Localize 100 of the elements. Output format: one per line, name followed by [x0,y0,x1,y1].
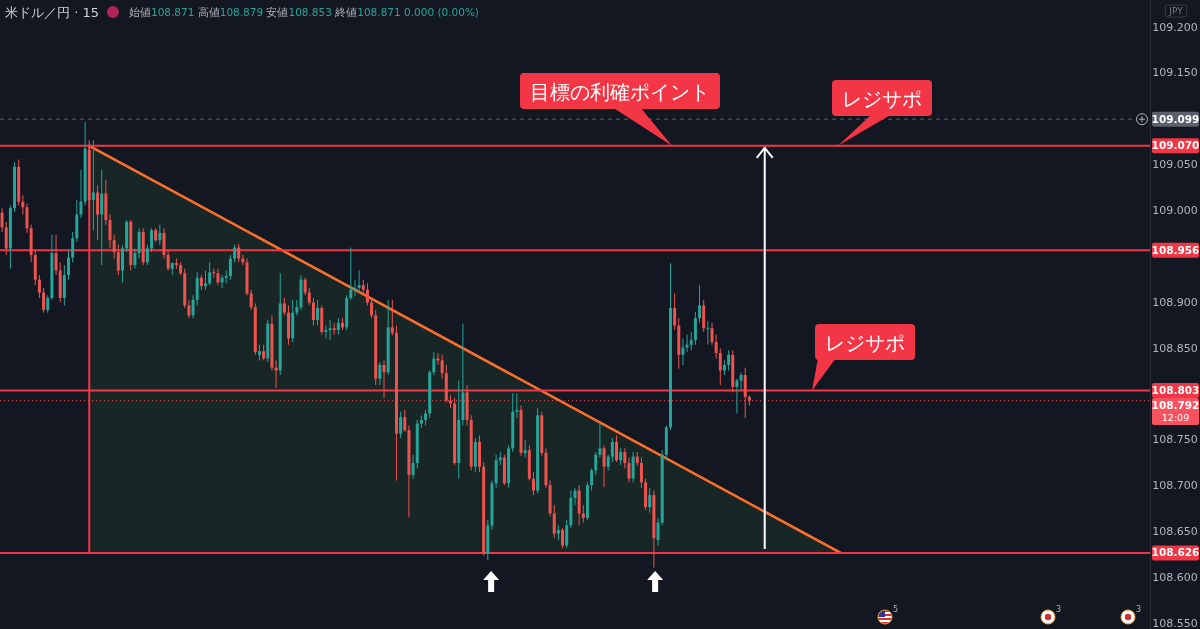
candlestick [150,227,154,253]
candlestick [399,411,403,439]
y-tick-label: 109.150 [1152,66,1198,80]
candlestick [693,311,697,346]
candlestick [133,247,137,270]
y-tick-label: 109.200 [1152,20,1198,34]
annotation: 3 [1056,605,1062,614]
candlestick [91,139,95,231]
candlestick [718,347,722,386]
candlestick [108,214,112,249]
candlestick [714,334,718,360]
candlestick [631,451,635,483]
candlestick [21,194,25,216]
candlestick [382,359,386,399]
candlestick [353,279,357,297]
candlestick [120,244,124,283]
candlestick [378,361,382,386]
candlestick [594,451,598,476]
candlestick [100,169,104,266]
annotation: 5 [893,605,899,614]
candlestick [25,203,29,234]
ref-line-label: 108.792 [1151,399,1200,412]
candlestick [166,249,170,271]
candlestick [515,392,519,419]
candlestick [590,468,594,492]
candlestick [727,349,731,371]
candlestick [685,334,689,353]
candlestick [615,435,619,463]
y-tick-label: 109.050 [1152,158,1198,172]
candlestick [639,457,643,489]
candlestick [610,437,614,463]
candlestick [96,184,100,241]
y-tick-label: 108.550 [1152,616,1198,629]
candlestick [311,297,315,326]
candlestick [62,264,66,306]
candlestick [623,447,627,470]
annotation: レジサポ [842,87,922,111]
candlestick [112,234,116,260]
candlestick [237,243,241,263]
candlestick [739,371,743,392]
candlestick [681,337,685,366]
candlestick [324,325,328,339]
y-tick-label: 109.000 [1152,203,1198,217]
candlestick [565,519,569,549]
candlestick [162,227,166,260]
candlestick [208,261,212,286]
candlestick [357,269,361,293]
candlestick [71,231,75,263]
candlestick [116,244,120,276]
candlestick [145,244,149,266]
candlestick [648,487,652,514]
candlestick [365,282,369,306]
candlestick [440,354,444,380]
candlestick [320,304,324,336]
candlestick [0,207,4,233]
annotation: 3 [1136,605,1142,614]
candlestick [598,423,602,459]
y-tick-label: 108.700 [1152,479,1198,493]
candlestick [370,297,374,319]
candlestick [689,331,693,351]
y-axis-title: JPY [1168,6,1184,16]
candlestick [137,227,141,260]
candlestick [552,504,556,539]
candlestick [316,299,320,326]
y-tick-label: 108.850 [1152,341,1198,355]
candlestick [158,224,162,246]
candlestick [561,527,565,549]
candlestick [228,254,232,281]
candlestick [673,292,677,331]
candlestick [67,249,70,281]
candlestick [249,289,253,311]
candlestick [706,320,710,346]
candlestick [602,445,606,488]
candlestick [195,271,199,306]
candlestick [390,299,394,337]
chart-title: 米ドル／円 · 15 [5,5,99,20]
candlestick [494,454,498,489]
text: 12:09 [1161,412,1190,424]
candlestick [403,409,407,433]
y-tick-label: 108.750 [1152,433,1198,447]
candlestick [42,287,46,314]
candlestick [191,294,195,319]
candlestick [204,269,207,291]
candlestick [698,284,702,324]
candlestick [349,247,353,301]
candlestick [743,367,747,419]
candlestick [54,234,58,276]
text: 始値108.871 高値108.879 安値108.853 終値108.871 0.000 (0.00%) [128,6,479,18]
candlestick [735,378,739,415]
candlestick [328,319,332,341]
candlestick [627,457,631,483]
candlestick [702,299,706,333]
candlestick [577,484,581,526]
annotation: 目標の利確ポイント [530,80,710,104]
candlestick [411,454,415,480]
y-tick-label: 108.600 [1152,570,1198,584]
y-tick-label: 108.650 [1152,524,1198,538]
candlestick [75,199,79,243]
candlestick [4,221,8,256]
candlestick [79,169,83,219]
